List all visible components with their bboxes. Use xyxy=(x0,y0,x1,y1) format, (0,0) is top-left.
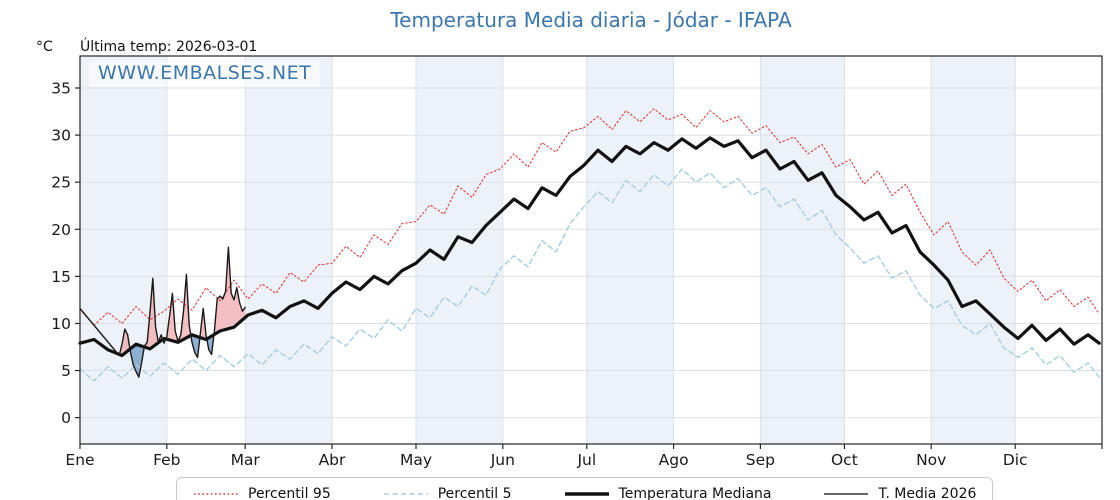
x-tick-label: Nov xyxy=(916,451,946,469)
y-tick-label: 10 xyxy=(51,315,71,333)
x-tick-label: Feb xyxy=(153,451,180,469)
x-tick-label: Ago xyxy=(659,451,689,469)
legend-line-sample xyxy=(824,493,869,495)
y-axis-unit-label: °C xyxy=(36,39,53,55)
month-band xyxy=(586,56,674,444)
legend-item: Temperatura Mediana xyxy=(564,486,772,500)
percentil-95-line xyxy=(79,108,1100,326)
x-tick-label: Oct xyxy=(831,451,858,469)
y-tick-label: 30 xyxy=(51,127,71,145)
fill-above-median xyxy=(165,274,191,343)
x-tick-label: Abr xyxy=(319,451,346,469)
plot-border xyxy=(79,55,1103,445)
y-tick-label: 25 xyxy=(51,174,71,192)
legend-line-sample xyxy=(564,492,609,496)
legend-line-sample xyxy=(383,493,428,495)
y-tick-label: 0 xyxy=(61,409,71,427)
fill-below-median xyxy=(130,344,145,378)
watermark: WWW.EMBALSES.NET xyxy=(89,61,321,87)
x-tick-label: May xyxy=(400,451,432,469)
month-band xyxy=(80,56,167,444)
x-tick-label: Mar xyxy=(231,451,261,469)
legend-item: Percentil 5 xyxy=(383,486,512,500)
x-tick-label: Dic xyxy=(1003,451,1028,469)
x-tick-label: Jul xyxy=(576,451,596,469)
y-tick-label: 35 xyxy=(51,80,71,98)
y-tick-label: 15 xyxy=(51,268,71,286)
x-tick-label: Sep xyxy=(746,451,775,469)
legend-item: Percentil 95 xyxy=(193,486,331,500)
chart-title: Temperatura Media diaria - Jódar - IFAPA xyxy=(390,8,792,32)
chart-legend: Percentil 95 Percentil 5 Temperatura Media… xyxy=(176,477,994,500)
y-tick-label: 5 xyxy=(61,362,71,380)
x-tick-label: Jun xyxy=(490,451,515,469)
legend-line-sample xyxy=(194,493,238,495)
legend-label: Percentil 95 xyxy=(248,486,331,500)
legend-label: T. Media 2026 xyxy=(878,486,977,500)
legend-label: Temperatura Mediana xyxy=(618,486,772,500)
last-temp-label: Última temp: 2026-03-01 xyxy=(80,39,258,55)
month-band xyxy=(760,56,845,444)
y-tick-label: 20 xyxy=(51,221,71,239)
t-media-2026-line xyxy=(79,246,246,378)
mediana-line xyxy=(78,136,1101,358)
month-band xyxy=(931,56,1016,444)
month-band xyxy=(245,56,332,444)
fill-above-median xyxy=(214,247,246,335)
legend-item: T. Media 2026 xyxy=(823,486,976,500)
x-tick-label: Ene xyxy=(65,451,94,469)
legend-label: Percentil 5 xyxy=(437,486,512,500)
percentil-5-line xyxy=(79,168,1100,382)
